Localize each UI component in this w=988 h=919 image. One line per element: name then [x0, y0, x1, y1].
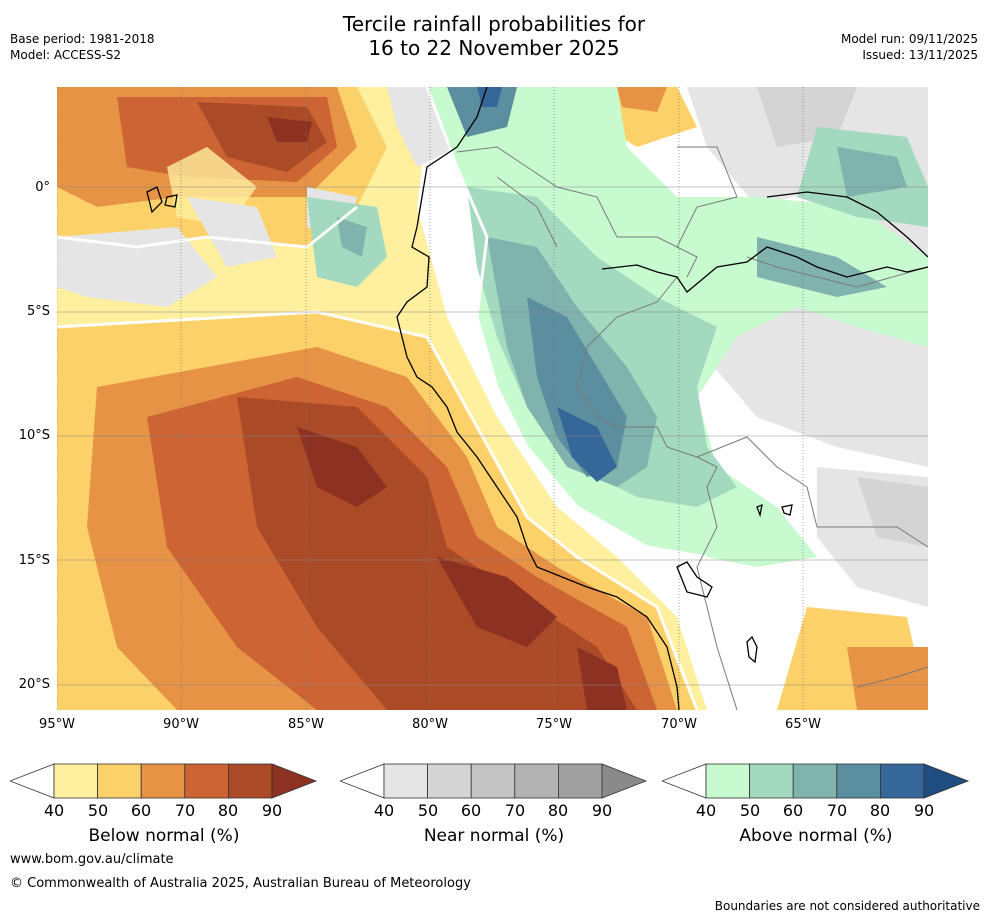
colorbar-swatch: [749, 763, 794, 799]
colorbar-swatch: [427, 763, 472, 799]
cbar1-tick-60: 60: [130, 801, 152, 820]
colorbar-high-extension: [271, 763, 318, 799]
lon-label-95w: 95°W: [39, 717, 75, 732]
lon-label-90w: 90°W: [163, 717, 199, 732]
colorbar-near-normal: [338, 762, 648, 800]
model-name: Model: ACCESS-S2: [10, 48, 122, 62]
colorbar-swatch: [557, 763, 603, 799]
lon-label-75w: 75°W: [536, 717, 572, 732]
colorbar-below-normal: [8, 762, 318, 800]
below-normal-field: [57, 87, 928, 710]
cbar3-tick-70: 70: [826, 801, 848, 820]
colorbar-swatch: [53, 763, 98, 799]
cbar-title-near: Near normal (%): [423, 826, 565, 846]
cbar1-tick-40: 40: [43, 801, 65, 820]
meta-right: Model run: 09/11/2025 Issued: 13/11/2025: [841, 31, 978, 63]
cbar3-tick-50: 50: [739, 801, 761, 820]
model-run: Model run: 09/11/2025: [840, 32, 978, 46]
colorbar-low-extension: [660, 763, 707, 799]
cbar2-tick-90: 90: [591, 801, 613, 820]
lat-label-15s: 15°S: [18, 553, 50, 568]
cbar1-tick-90: 90: [261, 801, 283, 820]
title-line-2: 16 to 22 November 2025: [368, 36, 620, 60]
lon-label-70w: 70°W: [661, 717, 697, 732]
colorbar-low-extension: [338, 763, 385, 799]
cbar3-tick-60: 60: [782, 801, 804, 820]
lat-label-10s: 10°S: [18, 428, 50, 443]
colorbar-swatch: [879, 763, 925, 799]
colorbar-above-normal: [660, 762, 970, 800]
cbar3-tick-80: 80: [869, 801, 891, 820]
cbar2-tick-70: 70: [504, 801, 526, 820]
footer-url: www.bom.gov.au/climate: [10, 852, 174, 867]
probability-map: [57, 87, 928, 710]
lon-label-65w: 65°W: [785, 717, 821, 732]
cbar-title-below: Below normal (%): [88, 826, 240, 846]
meta-left: Base period: 1981-2018 Model: ACCESS-S2: [10, 31, 155, 63]
colorbar-swatch: [184, 763, 229, 799]
footer-note: Boundaries are not considered authoritat…: [714, 899, 980, 913]
cbar3-tick-90: 90: [913, 801, 935, 820]
cbar1-tick-80: 80: [217, 801, 239, 820]
cbar2-tick-40: 40: [373, 801, 395, 820]
cbar3-tick-40: 40: [695, 801, 717, 820]
title-line-1: Tercile rainfall probabilities for: [342, 12, 646, 36]
graticule: [57, 87, 928, 710]
lat-label-0: 0°: [35, 180, 50, 195]
colorbar-above-normal-swatches: [660, 763, 970, 799]
issued-date: Issued: 13/11/2025: [862, 48, 978, 62]
colorbar-high-extension: [601, 763, 648, 799]
colorbar-high-extension: [923, 763, 970, 799]
colorbar-swatch: [792, 763, 838, 799]
colorbar-swatch: [705, 763, 750, 799]
lat-label-5s: 5°S: [26, 304, 50, 319]
lat-label-20s: 20°S: [18, 677, 50, 692]
cbar1-tick-50: 50: [87, 801, 109, 820]
cbar2-tick-60: 60: [460, 801, 482, 820]
colorbar-swatch: [227, 763, 273, 799]
cbar-title-above: Above normal (%): [739, 826, 893, 846]
cbar1-tick-70: 70: [174, 801, 196, 820]
cbar2-tick-50: 50: [417, 801, 439, 820]
country-borders: [456, 146, 928, 710]
contour-lines: [57, 87, 708, 710]
colorbar-swatch: [836, 763, 881, 799]
colorbar-swatch: [514, 763, 559, 799]
colorbar-swatch: [97, 763, 142, 799]
colorbar-swatch: [383, 763, 428, 799]
lon-label-85w: 85°W: [288, 717, 324, 732]
colorbar-swatch: [470, 763, 516, 799]
base-period: Base period: 1981-2018: [10, 32, 155, 46]
lon-label-80w: 80°W: [412, 717, 448, 732]
map-canvas: [57, 87, 928, 710]
colorbar-low-extension: [8, 763, 55, 799]
coastline: [146, 87, 928, 710]
cbar2-tick-80: 80: [547, 801, 569, 820]
colorbar-swatch: [140, 763, 186, 799]
colorbar-below-normal-swatches: [8, 763, 318, 799]
colorbar-near-normal-swatches: [338, 763, 648, 799]
footer-copyright: © Commonwealth of Australia 2025, Austra…: [10, 876, 471, 891]
map-title: Tercile rainfall probabilities for 16 to…: [0, 12, 988, 60]
